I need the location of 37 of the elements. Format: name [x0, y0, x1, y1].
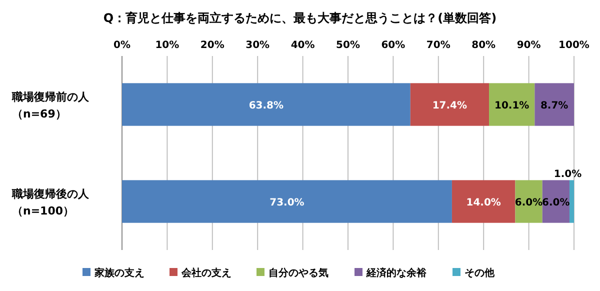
bar [515, 180, 542, 223]
legend-label: 自分のやる気 [268, 267, 328, 279]
data-label: 6.0% [542, 198, 570, 208]
x-tick-label: 50% [336, 40, 360, 51]
x-tick-label: 100% [558, 40, 590, 51]
y-tick-label: 職場復帰後の人（n=100） [11, 188, 90, 218]
x-tick-label: 80% [472, 40, 496, 51]
bar [542, 180, 570, 223]
y-tick-label: 職場復帰前の人（n=69） [11, 90, 90, 120]
legend-label: その他 [464, 267, 496, 279]
data-label: 6.0% [514, 198, 543, 208]
data-label: 17.4% [432, 100, 468, 112]
bar [534, 83, 574, 126]
data-label: 14.0% [466, 198, 501, 208]
x-tick-label: 20% [200, 40, 224, 51]
bar [410, 83, 490, 126]
x-tick-label: 70% [426, 40, 450, 51]
data-label: 8.7% [540, 100, 568, 112]
bar [122, 180, 452, 223]
chart-title: Q：育児と仕事を両立するために、最も大事だと思うことは？(単数回答) [103, 11, 497, 25]
x-tick-label: 90% [516, 40, 541, 51]
data-label: 73.0% [270, 198, 304, 208]
data-label: 63.8% [248, 100, 284, 112]
x-tick-label: 10% [155, 40, 180, 51]
x-tick-label: 30% [246, 40, 270, 51]
bar [489, 83, 535, 126]
legend-label: 会社の支え [180, 267, 232, 279]
legend-label: 家族の支え [94, 267, 144, 279]
data-label: 10.1% [494, 100, 530, 112]
data-label: 1.0% [554, 169, 582, 180]
x-tick-label: 60% [381, 40, 406, 51]
bar [452, 180, 516, 223]
bar [569, 180, 574, 223]
bar [122, 83, 410, 126]
x-tick-label: 40% [290, 40, 315, 51]
legend-label: 経済的な余裕 [366, 267, 428, 279]
x-tick-label: 0% [114, 40, 130, 51]
